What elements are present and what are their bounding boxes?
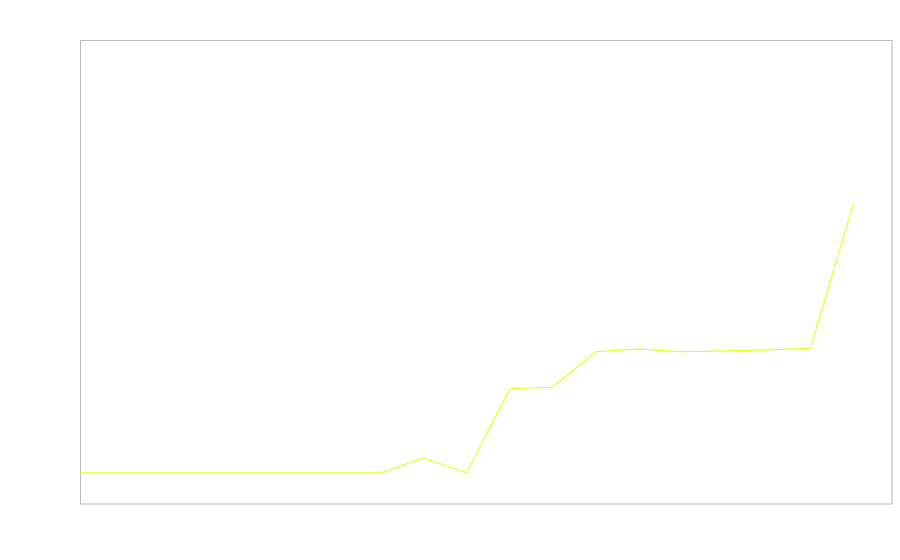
series-line-0 — [80, 203, 854, 474]
series-layer — [80, 203, 854, 474]
plot-frame — [80, 40, 893, 505]
